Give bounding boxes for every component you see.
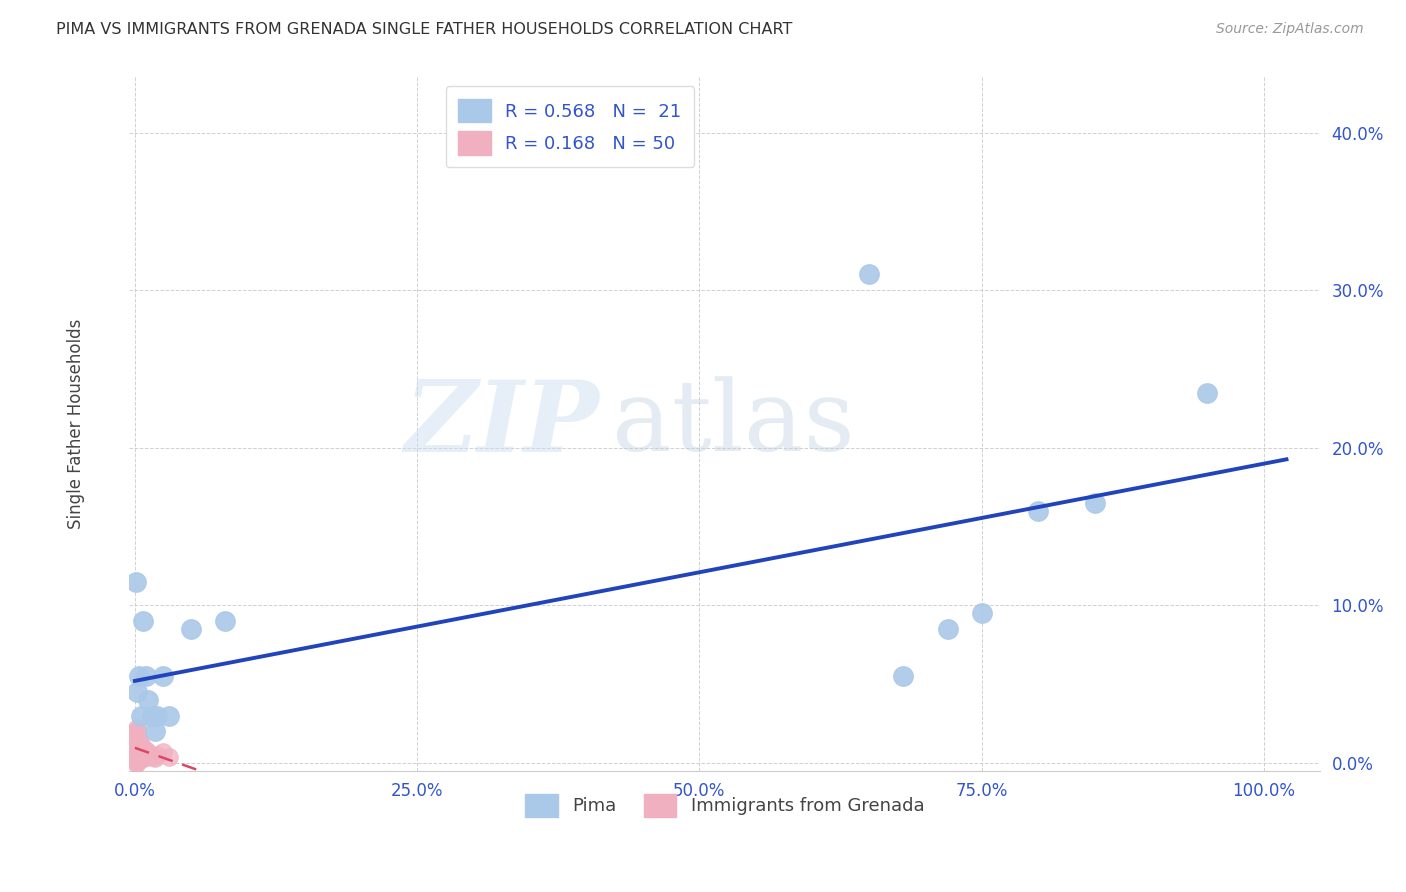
Point	[128, 740, 150, 755]
Point	[127, 747, 149, 761]
Point	[125, 727, 148, 741]
Point	[125, 747, 148, 762]
Point	[131, 740, 153, 755]
Text: Source: ZipAtlas.com: Source: ZipAtlas.com	[1216, 22, 1364, 37]
Point	[135, 669, 157, 683]
Point	[143, 724, 166, 739]
Point	[125, 753, 148, 767]
Point	[128, 747, 150, 761]
Point	[135, 749, 157, 764]
Point	[127, 724, 149, 739]
Point	[129, 743, 152, 757]
Point	[125, 740, 148, 755]
Point	[214, 614, 236, 628]
Point	[125, 732, 148, 747]
Point	[858, 268, 880, 282]
Point	[141, 708, 163, 723]
Point	[1083, 496, 1105, 510]
Point	[127, 743, 149, 757]
Point	[135, 743, 157, 757]
Legend: Pima, Immigrants from Grenada: Pima, Immigrants from Grenada	[519, 787, 931, 824]
Point	[180, 622, 202, 636]
Point	[127, 753, 149, 767]
Point	[134, 747, 156, 762]
Point	[125, 737, 148, 751]
Point	[936, 622, 959, 636]
Text: Single Father Households: Single Father Households	[66, 318, 84, 529]
Point	[125, 751, 148, 765]
Point	[132, 743, 155, 757]
Point	[152, 669, 174, 683]
Point	[127, 729, 149, 743]
Text: ZIP: ZIP	[405, 376, 600, 473]
Point	[129, 737, 152, 751]
Point	[125, 724, 148, 739]
Point	[125, 756, 148, 770]
Point	[138, 693, 160, 707]
Point	[128, 751, 150, 765]
Point	[127, 737, 149, 751]
Point	[127, 737, 149, 751]
Point	[129, 749, 152, 764]
Point	[127, 685, 149, 699]
Point	[132, 614, 155, 628]
Point	[891, 669, 914, 683]
Point	[142, 749, 165, 764]
Point	[146, 708, 169, 723]
Point	[127, 721, 149, 735]
Point	[127, 743, 149, 757]
Point	[125, 574, 148, 589]
Point	[125, 745, 148, 759]
Point	[157, 708, 180, 723]
Point	[127, 747, 149, 762]
Point	[127, 749, 149, 764]
Point	[132, 745, 155, 759]
Point	[125, 743, 148, 757]
Point	[129, 708, 152, 723]
Point	[1026, 504, 1049, 518]
Point	[138, 747, 160, 761]
Text: atlas: atlas	[612, 376, 855, 472]
Point	[139, 747, 162, 762]
Point	[127, 753, 149, 767]
Point	[131, 747, 153, 762]
Point	[127, 732, 149, 747]
Text: PIMA VS IMMIGRANTS FROM GRENADA SINGLE FATHER HOUSEHOLDS CORRELATION CHART: PIMA VS IMMIGRANTS FROM GRENADA SINGLE F…	[56, 22, 793, 37]
Point	[152, 745, 174, 759]
Point	[127, 740, 149, 755]
Point	[127, 732, 149, 747]
Point	[127, 756, 149, 770]
Point	[132, 751, 155, 765]
Point	[132, 749, 155, 764]
Point	[970, 606, 993, 620]
Point	[143, 751, 166, 765]
Point	[157, 749, 180, 764]
Point	[128, 732, 150, 747]
Point	[128, 669, 150, 683]
Point	[146, 747, 169, 762]
Point	[1197, 385, 1219, 400]
